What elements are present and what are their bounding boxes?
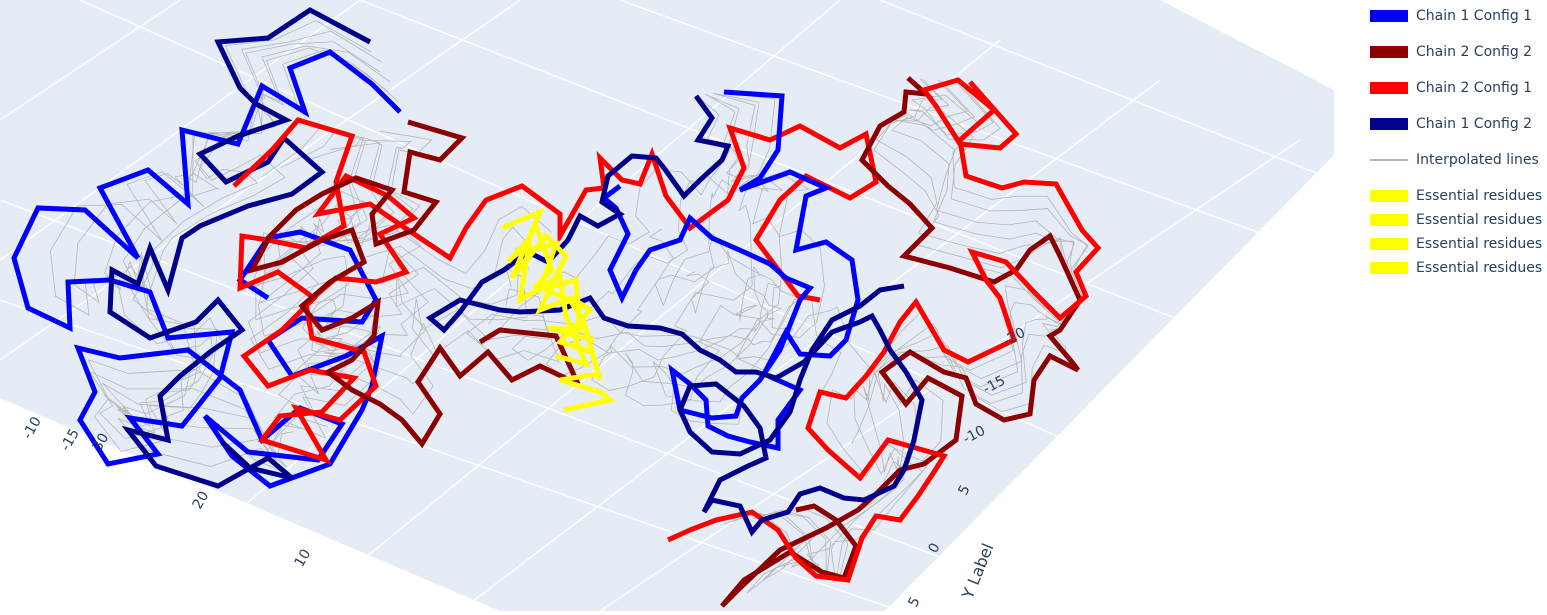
interpolated-line [753, 79, 1086, 575]
series-line-1[interactable] [107, 7, 372, 489]
legend-swatch [1370, 238, 1408, 250]
interpolated-line [102, 45, 391, 457]
interpolated-line [762, 78, 1080, 581]
grid-line [459, 79, 1161, 612]
interpolated-line [591, 93, 775, 391]
y-tick-label: 5 [905, 594, 923, 609]
grid-line [0, 299, 901, 612]
legend-label: Essential residues [1416, 188, 1543, 204]
legend-swatch [1370, 46, 1408, 58]
legend-label: Interpolated lines [1416, 152, 1539, 168]
legend-label: Chain 1 Config 1 [1416, 8, 1533, 24]
series-line-4[interactable] [720, 76, 1083, 608]
floor-plane [0, 0, 1334, 611]
x-tick-label: 10 [292, 547, 315, 570]
interpolated-line [466, 95, 878, 444]
interpolated-line [649, 92, 825, 425]
grid-line [879, 0, 1335, 181]
legend-item[interactable]: Chain 1 Config 1 [1366, 4, 1547, 28]
legend-item[interactable]: Essential residues [1366, 256, 1547, 280]
series-line-10[interactable] [506, 230, 591, 368]
series-line-5[interactable] [666, 77, 1102, 583]
legend-item[interactable]: Interpolated lines [1366, 148, 1547, 172]
series-line-9[interactable] [519, 240, 595, 343]
legend-swatch [1370, 10, 1408, 22]
legend: Chain 1 Config 1 Chain 2 Config 2 Chain 2 … [1366, 4, 1547, 280]
grid-line [619, 0, 1335, 261]
interpolated-line [746, 78, 1085, 594]
x-tick-label: 20 [190, 489, 213, 512]
z-tick-label: -10 [20, 414, 45, 442]
interpolated-line [723, 80, 1088, 576]
legend-item[interactable]: Chain 1 Config 2 [1366, 112, 1547, 136]
interpolated-line [116, 30, 382, 468]
interpolated-line [702, 81, 1089, 577]
legend-swatch [1370, 159, 1408, 161]
grid-line [0, 0, 181, 121]
legend-label: Chain 2 Config 2 [1416, 44, 1533, 60]
grid-line [359, 0, 1335, 381]
legend-item[interactable]: Essential residues [1366, 208, 1547, 232]
legend-label: Essential residues [1416, 260, 1543, 276]
series-line-7[interactable] [425, 94, 925, 537]
series-line-6[interactable] [599, 89, 861, 452]
y-axis-title: Y Label [958, 541, 998, 603]
legend-item[interactable]: Chain 2 Config 1 [1366, 76, 1547, 100]
legend-item[interactable]: Essential residues [1366, 184, 1547, 208]
series-lines [11, 7, 1102, 608]
x-tick-label: 30 [90, 431, 113, 454]
legend-swatch [1370, 214, 1408, 226]
legend-label: Essential residues [1416, 212, 1543, 228]
series-line-11[interactable] [531, 225, 603, 381]
series-line-3[interactable] [247, 119, 584, 449]
legend-swatch [1370, 82, 1408, 94]
legend-item[interactable]: Essential residues [1366, 232, 1547, 256]
legend-swatch [1370, 118, 1408, 130]
legend-swatch [1370, 262, 1408, 274]
legend-swatch [1370, 190, 1408, 202]
legend-label: Chain 1 Config 2 [1416, 116, 1533, 132]
legend-label: Essential residues [1416, 236, 1543, 252]
grid-line [0, 0, 521, 361]
interpolated-line [545, 93, 794, 376]
legend-label: Chain 2 Config 1 [1416, 80, 1533, 96]
legend-item[interactable]: Chain 2 Config 2 [1366, 40, 1547, 64]
plane-surface [0, 0, 1334, 611]
interpolated-line [250, 125, 552, 439]
